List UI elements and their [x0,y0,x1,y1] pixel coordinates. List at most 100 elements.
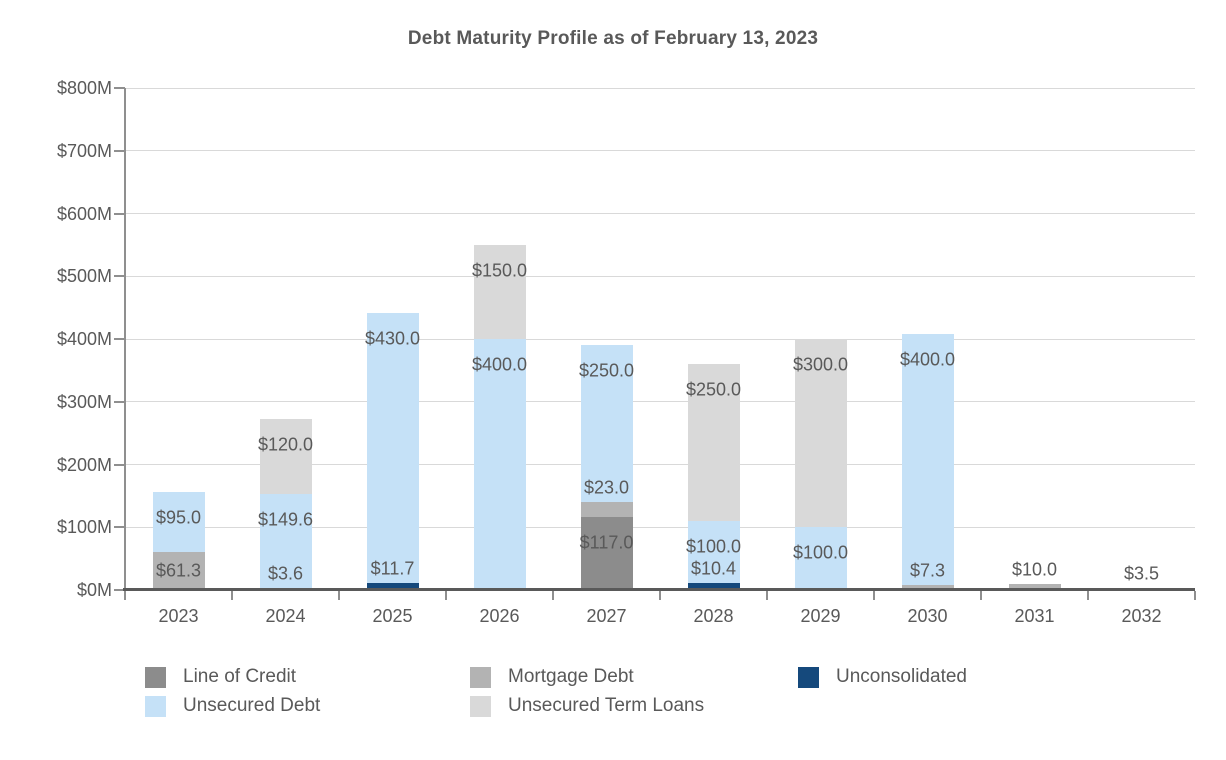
x-axis-label: 2023 [158,606,199,626]
y-axis-label: $600M [56,203,112,224]
bar-data-label: $150.0 [471,260,528,281]
legend-item-line-of-credit: Line of Credit [145,666,470,688]
y-axis-tick [114,212,125,215]
x-axis-tick [552,591,554,600]
gridline [125,150,1195,152]
bar-segment-2023-mortgage-debt [152,551,205,590]
x-axis-tick [445,591,447,600]
x-axis-label: 2032 [1121,606,1162,626]
y-axis-tick [114,87,125,89]
x-axis-tick [1194,591,1196,600]
bar-data-label: $117.0 [579,532,634,553]
bar-segment-2028-unsecured-debt [687,520,740,584]
x-axis-tick [980,591,982,600]
bar-segment-2029-unsecured-debt [794,527,847,590]
bar-segment-2024-unsecured-term-loans [259,418,312,494]
y-axis-label: $300M [56,391,112,412]
legend-label: Mortgage Debt [508,666,634,687]
bar-segment-2027-unsecured-debt [580,345,633,503]
x-axis-tick [873,591,875,600]
bar-data-label: $7.3 [909,560,946,581]
legend-swatch-icon [145,695,166,717]
bar-data-label: $23.0 [583,477,630,498]
bar-data-label: $400.0 [899,349,956,370]
y-axis-tick [114,149,125,152]
legend: Line of Credit Mortgage Debt Unconsolidate… [145,666,967,717]
bar-data-label: $95.0 [155,507,202,528]
legend-item-unsecured-term-loans: Unsecured Term Loans [470,695,798,717]
bar-segment-2027-mortgage-debt [580,502,633,517]
gridline [125,338,1195,340]
x-axis-label: 2031 [1014,606,1055,626]
x-axis-tick [338,591,340,600]
legend-label: Unconsolidated [836,666,967,687]
y-axis-label: $700M [56,140,112,161]
bar-data-label: $100.0 [685,536,742,557]
gridline [125,526,1195,528]
y-axis-label: $500M [56,266,112,287]
bar-segment-2029-unsecured-term-loans [794,339,847,528]
legend-item-unconsolidated: Unconsolidated [798,666,967,688]
legend-label: Line of Credit [183,666,297,687]
chart-title: Debt Maturity Profile as of February 13,… [407,28,819,49]
y-axis-label: $100M [56,517,112,538]
bar-data-label: $61.3 [155,560,202,581]
bar-data-label: $3.5 [1123,563,1160,584]
bar-data-label: $250.0 [578,360,635,381]
legend-swatch-icon [145,666,166,688]
bar-data-label: $300.0 [792,354,849,375]
x-axis-label: 2027 [586,606,627,626]
bar-segment-2025-unconsolidated [366,582,419,590]
bar-data-label: $10.0 [1011,559,1058,580]
legend-label: Unsecured Term Loans [508,695,705,716]
x-axis-tick [231,591,233,600]
y-axis-tick [114,400,125,403]
x-axis-label: 2030 [907,606,948,626]
x-axis-line [123,588,1195,591]
bar-data-label: $100.0 [792,542,849,563]
y-axis-tick [114,275,125,278]
y-axis-tick [114,526,125,529]
bar-segment-2023-unsecured-debt [152,491,205,552]
gridline [125,401,1195,403]
legend-swatch-icon [470,695,491,717]
x-axis-tick [1087,591,1089,600]
x-axis-label: 2026 [479,606,520,626]
bar-data-label: $149.6 [257,509,314,530]
gridline [125,464,1195,465]
y-axis-line [124,88,126,590]
bar-data-label: $10.4 [690,558,737,579]
bar-segment-2031-mortgage-debt [1008,583,1061,590]
x-axis-label: 2028 [693,606,734,626]
bar-segment-2026-unsecured-debt [473,339,526,590]
y-axis-label: $200M [56,454,112,475]
bar-segment-2030-unsecured-debt [901,334,954,586]
legend-item-mortgage-debt: Mortgage Debt [470,666,798,688]
x-axis-tick [766,591,768,600]
gridline [125,87,1195,89]
legend-label: Unsecured Debt [183,695,321,716]
y-axis-tick [114,589,125,591]
bar-segment-2024-unsecured-debt [259,493,312,588]
bar-data-label: $250.0 [685,379,742,400]
bar-segment-2028-unsecured-term-loans [687,363,740,521]
x-axis-label: 2024 [265,606,306,626]
legend-swatch-icon [798,666,819,688]
bar-data-label: $11.7 [370,558,415,579]
x-axis-tick [659,591,661,600]
legend-item-unsecured-debt: Unsecured Debt [145,695,470,717]
y-axis-tick [114,463,125,466]
y-axis-tick [114,338,125,340]
x-axis-label: 2025 [372,606,413,626]
x-axis-tick [124,591,126,600]
y-axis-label: $0M [76,580,112,600]
x-axis-label: 2029 [800,606,841,626]
bar-segment-2028-unconsolidated [687,583,740,590]
legend-swatch-icon [470,666,491,688]
bar-segment-2026-unsecured-term-loans [473,244,526,339]
bar-segment-2025-unsecured-debt [366,312,419,583]
bar-data-label: $430.0 [364,328,421,349]
y-axis-label: $400M [56,329,112,349]
bar-segment-2027-line-of-credit [580,516,633,590]
bar-data-label: $3.6 [267,563,304,584]
